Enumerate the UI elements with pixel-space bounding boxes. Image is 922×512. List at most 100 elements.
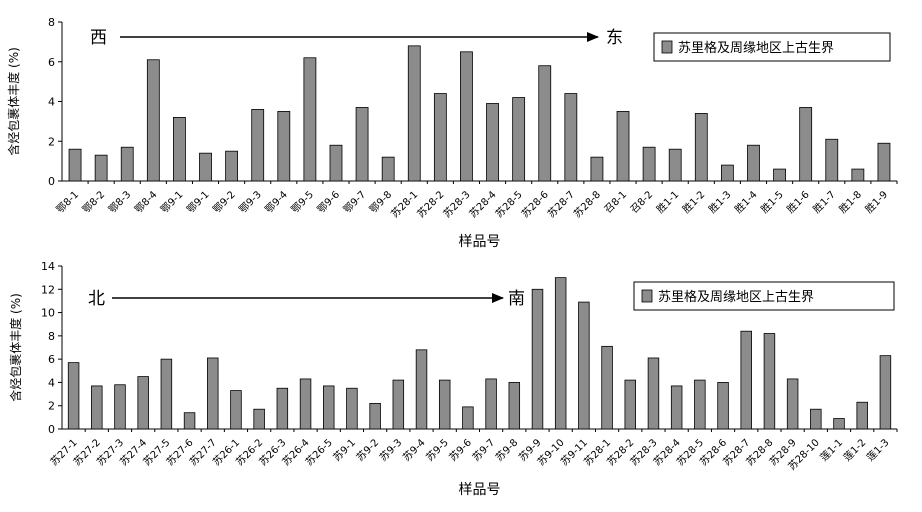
bar	[773, 168, 786, 182]
bar	[717, 382, 729, 430]
bar	[460, 51, 473, 182]
bar	[624, 379, 636, 430]
y-tick-label: 6	[48, 56, 55, 69]
legend-label: 苏里格及周缘地区上古生界	[678, 40, 834, 56]
x-tick-label: 鄂8-4	[132, 189, 159, 216]
x-axis-label: 样品号	[459, 234, 501, 250]
bar	[381, 156, 395, 182]
bar	[225, 150, 239, 182]
x-tick-label: 苏9-4	[400, 436, 428, 464]
y-tick-label: 2	[48, 135, 55, 148]
x-tick-label: 莲1-1	[818, 437, 845, 464]
y-tick-label: 12	[41, 283, 55, 296]
bar	[694, 113, 708, 182]
x-tick-label: 鄂9-5	[289, 189, 316, 216]
x-tick-label: 鄂9-1	[185, 189, 212, 216]
bar	[114, 384, 126, 430]
y-tick-label: 4	[48, 96, 55, 109]
bar	[183, 412, 196, 430]
x-tick-label: 苏26-5	[303, 436, 335, 468]
y-tick-label: 8	[48, 16, 55, 29]
bar	[207, 357, 219, 430]
bar	[877, 142, 891, 182]
x-tick-label: 胜1-8	[837, 189, 864, 216]
y-tick-label: 2	[48, 400, 55, 413]
bar	[810, 408, 822, 430]
x-tick-label: 苏28-3	[440, 188, 472, 220]
bar	[68, 148, 82, 182]
legend-box	[633, 281, 895, 311]
direction-end-label: 东	[606, 28, 623, 48]
legend-swatch	[661, 40, 673, 54]
bar	[251, 109, 265, 182]
bar	[554, 277, 567, 430]
bar	[564, 93, 578, 182]
x-tick-label: 苏9-7	[469, 436, 497, 464]
bar	[277, 111, 291, 182]
x-tick-label: 胜1-3	[706, 189, 733, 216]
chart-bottom: 02468101214苏27-1苏27-2苏27-3苏27-4苏27-5苏27-…	[8, 260, 898, 498]
bar	[462, 406, 474, 430]
bar	[694, 379, 706, 430]
bar	[173, 117, 186, 182]
bar	[616, 111, 630, 182]
bar	[253, 408, 265, 430]
bar	[825, 138, 839, 182]
bar	[94, 154, 108, 182]
bar	[355, 107, 369, 182]
direction-end-label: 南	[508, 289, 525, 309]
x-tick-label: 苏28-7	[545, 188, 577, 220]
bar	[120, 146, 134, 182]
direction-start-label: 北	[88, 289, 105, 309]
x-tick-label: 苏28-6	[519, 188, 551, 220]
y-tick-label: 6	[48, 353, 55, 366]
bar	[137, 376, 149, 430]
x-tick-label: 苏9-3	[377, 436, 405, 464]
bar	[485, 378, 497, 430]
bar	[642, 146, 656, 182]
bar	[329, 144, 343, 182]
x-tick-label: 召8-2	[629, 189, 655, 215]
bar	[538, 65, 552, 182]
x-tick-label: 胜1-2	[680, 189, 707, 216]
legend-label: 苏里格及周缘地区上古生界	[658, 289, 814, 305]
bar	[799, 107, 813, 182]
x-tick-label: 鄂8-1	[54, 189, 81, 216]
bar	[668, 148, 682, 182]
x-tick-label: 苏28-5	[492, 188, 524, 220]
bar	[346, 387, 358, 430]
bar	[833, 418, 845, 430]
x-tick-label: 莲1-2	[841, 437, 868, 464]
bar	[670, 385, 683, 430]
x-tick-label: 莲1-3	[864, 437, 891, 464]
bar	[879, 355, 892, 430]
y-tick-label: 10	[41, 307, 55, 320]
x-tick-label: 鄂9-7	[341, 189, 368, 216]
bar	[512, 97, 526, 182]
bar	[601, 345, 613, 430]
x-tick-label: 胜1-9	[863, 189, 890, 216]
y-tick-label: 0	[48, 175, 55, 188]
bar	[323, 385, 335, 430]
x-tick-label: 苏9-5	[423, 436, 451, 464]
bar	[433, 93, 447, 182]
legend-box	[653, 32, 891, 62]
bar	[369, 402, 381, 430]
bar	[747, 144, 760, 182]
direction-start-label: 西	[90, 28, 107, 48]
bar	[392, 379, 405, 430]
bar	[578, 301, 590, 430]
x-tick-label: 鄂9-3	[237, 189, 264, 216]
bar	[486, 103, 499, 182]
bar	[851, 168, 865, 182]
bar	[720, 164, 734, 182]
y-tick-label: 4	[48, 376, 55, 389]
bar	[647, 357, 660, 430]
x-tick-label: 召8-1	[603, 189, 629, 215]
bar	[230, 390, 242, 430]
bar	[199, 152, 212, 182]
bar	[160, 358, 173, 430]
bar	[856, 401, 868, 430]
x-tick-label: 胜1-5	[759, 189, 786, 216]
